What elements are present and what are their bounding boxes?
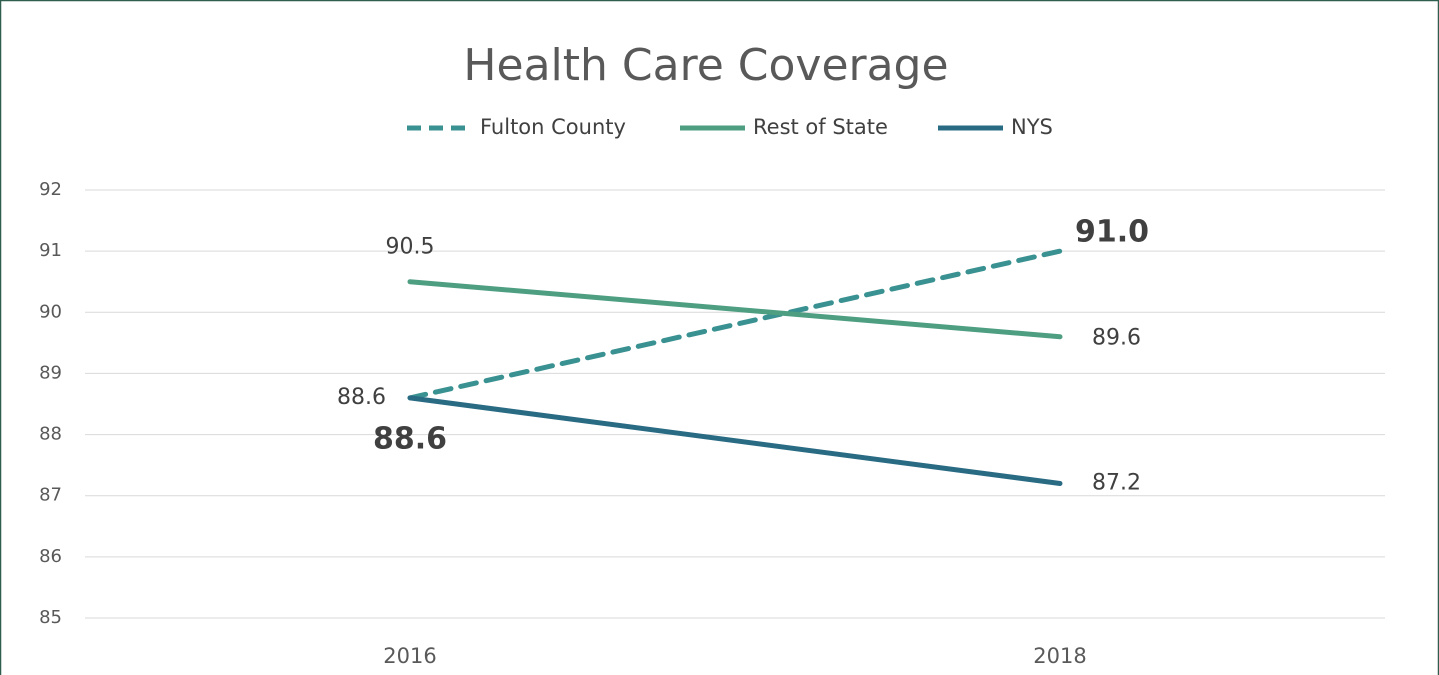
data-label: 90.5 [386, 235, 435, 260]
data-label: 88.6 [337, 385, 386, 410]
y-tick-label: 87 [39, 485, 62, 506]
x-tick-label: 2016 [383, 644, 436, 668]
y-tick-label: 91 [39, 240, 62, 261]
y-tick-label: 92 [39, 179, 62, 200]
legend-label: Fulton County [480, 115, 626, 139]
data-label: 87.2 [1092, 470, 1141, 495]
y-tick-label: 86 [39, 546, 62, 567]
x-tick-label: 2018 [1033, 644, 1086, 668]
legend-label: Rest of State [753, 115, 888, 139]
chart-title: Health Care Coverage [463, 40, 948, 91]
y-tick-label: 90 [39, 301, 62, 322]
y-tick-label: 89 [39, 362, 62, 383]
series-line [407, 248, 1063, 401]
legend-label: NYS [1011, 115, 1053, 139]
series-line [407, 279, 1063, 340]
series-line [407, 395, 1063, 486]
y-tick-label: 85 [39, 607, 62, 628]
data-label: 91.0 [1075, 215, 1149, 250]
data-label: 89.6 [1092, 326, 1141, 351]
y-tick-label: 88 [39, 424, 62, 445]
data-label: 88.6 [373, 421, 447, 456]
